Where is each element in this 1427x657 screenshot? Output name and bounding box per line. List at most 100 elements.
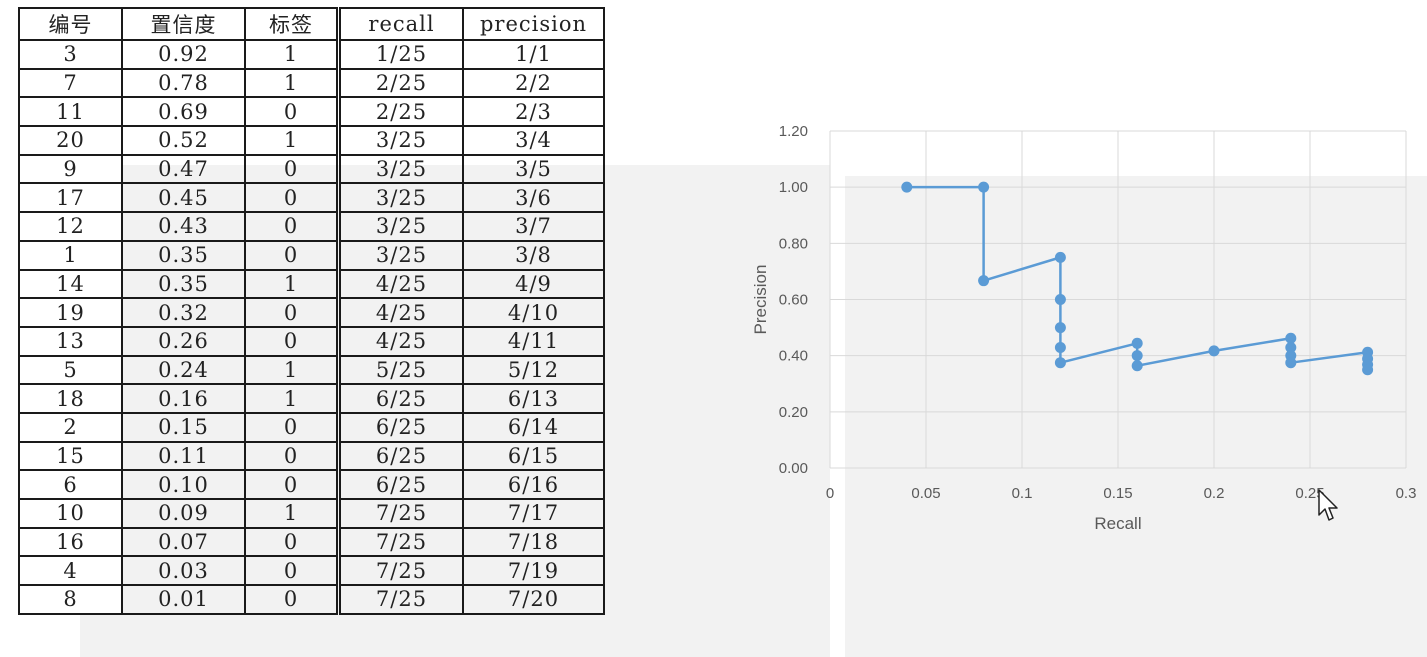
table-body: 3 0.92 1 1/25 1/1 7 0.78 1 2/25 2/2 11 0.69 0 2/25 2/3… [18, 39, 605, 615]
cell-confidence: 0.26 [121, 325, 246, 357]
cell-precision: 5/12 [462, 354, 605, 386]
y-tick-label: 0.60 [779, 292, 808, 309]
cell-id: 5 [18, 354, 123, 386]
data-point [1054, 322, 1066, 334]
x-tick-label: 0.05 [911, 485, 940, 502]
cell-id: 17 [18, 182, 123, 214]
cell-recall: 2/25 [336, 67, 464, 99]
cell-label: 0 [244, 555, 340, 587]
cell-precision: 7/19 [462, 555, 605, 587]
y-axis-title: Precision [751, 265, 770, 335]
cell-id: 7 [18, 67, 123, 99]
cell-id: 16 [18, 526, 123, 558]
table-row: 5 0.24 1 5/25 5/12 [18, 354, 605, 386]
cell-confidence: 0.92 [121, 39, 246, 70]
cell-confidence: 0.09 [121, 498, 246, 529]
cell-confidence: 0.35 [121, 239, 246, 271]
cell-recall: 6/25 [336, 469, 464, 500]
table-row: 19 0.32 0 4/25 4/10 [18, 297, 605, 328]
x-tick-label: 0.25 [1295, 485, 1324, 502]
cell-recall: 6/25 [336, 411, 464, 443]
cell-confidence: 0.03 [121, 555, 246, 587]
cell-label: 0 [244, 526, 340, 558]
x-tick-label: 0.3 [1396, 485, 1417, 502]
cell-id: 9 [18, 153, 123, 185]
cell-recall: 3/25 [336, 239, 464, 271]
cell-recall: 7/25 [336, 584, 464, 615]
cell-id: 8 [18, 584, 123, 615]
cell-id: 4 [18, 555, 123, 587]
cell-confidence: 0.45 [121, 182, 246, 214]
header-precision: precision [462, 7, 605, 41]
cell-id: 3 [18, 39, 123, 70]
cell-precision: 3/6 [462, 182, 605, 214]
data-point [978, 181, 990, 193]
mouse-cursor-icon [1318, 489, 1340, 527]
cell-confidence: 0.11 [121, 440, 246, 472]
data-point [1054, 294, 1066, 305]
data-point [1285, 332, 1297, 344]
data-point [901, 181, 913, 193]
header-id: 编号 [18, 7, 123, 41]
cell-precision: 4/10 [462, 297, 605, 328]
data-point [1054, 357, 1066, 369]
x-tick-label: 0.2 [1204, 485, 1225, 502]
cell-id: 11 [18, 96, 123, 128]
cell-id: 1 [18, 239, 123, 271]
cell-confidence: 0.01 [121, 584, 246, 615]
pr-chart: 0.00 0.20 0.40 0.60 0.80 1.00 1.20 0 0.05 0.1 0.15… [740, 110, 1427, 550]
table-row: 14 0.35 1 4/25 4/9 [18, 268, 605, 300]
cell-id: 6 [18, 469, 123, 500]
cell-recall: 6/25 [336, 440, 464, 472]
cell-precision: 7/20 [462, 584, 605, 615]
cell-precision: 6/15 [462, 440, 605, 472]
y-tick-label: 0.20 [779, 404, 808, 421]
table-row: 17 0.45 0 3/25 3/6 [18, 182, 605, 214]
table-row: 20 0.52 1 3/25 3/4 [18, 125, 605, 156]
table-row: 4 0.03 0 7/25 7/19 [18, 555, 605, 587]
cell-id: 10 [18, 498, 123, 529]
table-row: 1 0.35 0 3/25 3/8 [18, 239, 605, 271]
cell-precision: 6/13 [462, 383, 605, 414]
x-axis-title: Recall [1094, 514, 1141, 533]
cell-recall: 6/25 [336, 383, 464, 414]
cell-recall: 4/25 [336, 297, 464, 328]
background-panel [845, 176, 1427, 657]
cell-confidence: 0.35 [121, 268, 246, 300]
table-row: 18 0.16 1 6/25 6/13 [18, 383, 605, 414]
data-point [1131, 350, 1143, 362]
cell-id: 19 [18, 297, 123, 328]
data-point [1285, 342, 1297, 354]
cell-label: 1 [244, 498, 340, 529]
cell-label: 0 [244, 153, 340, 185]
cell-precision: 7/18 [462, 526, 605, 558]
table-row: 7 0.78 1 2/25 2/2 [18, 67, 605, 99]
cell-precision: 6/14 [462, 411, 605, 443]
cell-precision: 3/5 [462, 153, 605, 185]
table-row: 3 0.92 1 1/25 1/1 [18, 39, 605, 70]
x-tick-label: 0.1 [1012, 485, 1033, 502]
cell-label: 0 [244, 325, 340, 357]
table-row: 12 0.43 0 3/25 3/7 [18, 211, 605, 242]
cell-label: 0 [244, 411, 340, 443]
cell-label: 0 [244, 440, 340, 472]
table-row: 6 0.10 0 6/25 6/16 [18, 469, 605, 500]
table-row: 8 0.01 0 7/25 7/20 [18, 584, 605, 615]
cell-label: 1 [244, 268, 340, 300]
cell-id: 12 [18, 211, 123, 242]
y-tick-label: 0.00 [779, 460, 808, 477]
cell-precision: 3/8 [462, 239, 605, 271]
pr-chart-svg: 0.00 0.20 0.40 0.60 0.80 1.00 1.20 0 0.05 0.1 0.15… [751, 123, 1417, 533]
table-row: 13 0.26 0 4/25 4/11 [18, 325, 605, 357]
cell-precision: 1/1 [462, 39, 605, 70]
cell-recall: 3/25 [336, 182, 464, 214]
data-point [1131, 360, 1143, 372]
cell-confidence: 0.43 [121, 211, 246, 242]
table-row: 11 0.69 0 2/25 2/3 [18, 96, 605, 128]
cell-confidence: 0.16 [121, 383, 246, 414]
cell-id: 13 [18, 325, 123, 357]
table-row: 15 0.11 0 6/25 6/15 [18, 440, 605, 472]
cell-id: 14 [18, 268, 123, 300]
cell-precision: 4/11 [462, 325, 605, 357]
cell-id: 15 [18, 440, 123, 472]
